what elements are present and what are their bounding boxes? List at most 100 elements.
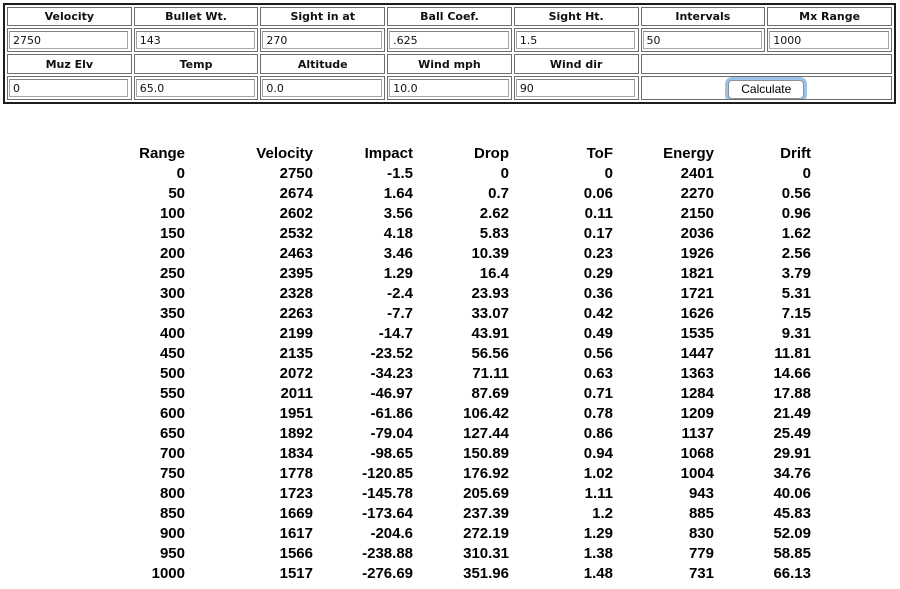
table-cell: 34.76 — [773, 465, 811, 482]
table-cell: -173.64 — [362, 505, 413, 522]
table-cell: 25.49 — [773, 425, 811, 442]
table-cell: -276.69 — [362, 565, 413, 582]
sight-ht-input[interactable] — [515, 31, 636, 49]
table-cell: 2.62 — [479, 205, 509, 222]
table-cell: 1209 — [680, 405, 714, 422]
field-label-sight-ht: Sight Ht. — [513, 7, 639, 26]
field-label-velocity: Velocity — [7, 7, 132, 26]
field-label-bullet-wt: Bullet Wt. — [133, 7, 259, 26]
table-cell: 150 — [159, 225, 185, 242]
table-cell: 200 — [159, 245, 185, 262]
table-row: 1000 1517 -276.69 351.96 1.48 731 66.13 — [97, 564, 811, 584]
calculate-button[interactable]: Calculate — [728, 79, 805, 99]
table-cell: 885 — [688, 505, 714, 522]
form-input-row-1 — [7, 28, 892, 52]
table-cell: 150.89 — [463, 445, 509, 462]
table-cell: 1.48 — [583, 565, 613, 582]
table-row: 450 2135 -23.52 56.56 0.56 1447 11.81 — [97, 344, 811, 364]
table-cell: 0.63 — [583, 365, 613, 382]
table-cell: 45.83 — [773, 505, 811, 522]
table-cell: 1137 — [681, 425, 714, 442]
table-cell: 500 — [159, 365, 185, 382]
form-label-row-2: Muz Elv Temp Altitude Wind mph Wind dir — [7, 54, 892, 74]
table-row: 900 1617 -204.6 272.19 1.29 830 52.09 — [97, 524, 811, 544]
field-label-wind-dir: Wind dir — [513, 54, 639, 74]
wind-dir-input[interactable] — [515, 79, 636, 97]
table-cell: 2150 — [680, 205, 714, 222]
table-cell: 1068 — [680, 445, 714, 462]
table-row: 350 2263 -7.7 33.07 0.42 1626 7.15 — [97, 304, 811, 324]
table-cell: 450 — [159, 345, 185, 362]
table-cell: 1723 — [279, 485, 313, 502]
altitude-input[interactable] — [262, 79, 382, 97]
table-cell: -7.7 — [387, 305, 413, 322]
field-label-mx-range: Mx Range — [767, 7, 892, 26]
table-cell: -23.52 — [370, 345, 413, 362]
table-cell: -79.04 — [370, 425, 413, 442]
intervals-input[interactable] — [642, 31, 762, 49]
table-cell: 2.56 — [781, 245, 811, 262]
table-cell: 43.91 — [471, 325, 509, 342]
table-row: 950 1566 -238.88 310.31 1.38 779 58.85 — [97, 544, 811, 564]
table-cell: 0.96 — [781, 205, 811, 222]
form-label-row-1: Velocity Bullet Wt. Sight in at Ball Coe… — [7, 7, 892, 26]
table-row: 600 1951 -61.86 106.42 0.78 1209 21.49 — [97, 404, 811, 424]
table-cell: 2270 — [680, 185, 714, 202]
form-empty-cell — [640, 54, 892, 74]
table-cell: 0.42 — [583, 305, 613, 322]
table-row: 150 2532 4.18 5.83 0.17 2036 1.62 — [97, 224, 811, 244]
table-cell: 0.17 — [583, 225, 613, 242]
bullet-wt-input[interactable] — [135, 31, 256, 49]
field-label-altitude: Altitude — [260, 54, 386, 74]
field-label-wind-mph: Wind mph — [387, 54, 512, 74]
table-cell: 33.07 — [471, 305, 509, 322]
table-cell: 0 — [500, 165, 509, 182]
table-cell: 3.56 — [383, 205, 413, 222]
table-cell: 0.23 — [583, 245, 613, 262]
table-cell: 1.64 — [383, 185, 413, 202]
table-cell: 0.11 — [584, 205, 613, 222]
table-row: 550 2011 -46.97 87.69 0.71 1284 17.88 — [97, 384, 811, 404]
sight-in-at-input[interactable] — [262, 31, 382, 49]
mx-range-input[interactable] — [769, 31, 889, 49]
table-cell: 2401 — [680, 165, 714, 182]
table-cell: 2750 — [279, 165, 313, 182]
table-row: 750 1778 -120.85 176.92 1.02 1004 34.76 — [97, 464, 811, 484]
table-cell: 0 — [176, 165, 185, 182]
field-label-intervals: Intervals — [640, 7, 766, 26]
table-cell: 1284 — [680, 385, 714, 402]
table-cell: 29.91 — [773, 445, 811, 462]
table-cell: 300 — [159, 285, 185, 302]
table-cell: 0 — [802, 165, 811, 182]
ball-coef-input[interactable] — [389, 31, 509, 49]
table-cell: 2263 — [279, 305, 313, 322]
table-cell: 16.4 — [479, 265, 509, 282]
table-cell: -34.23 — [370, 365, 413, 382]
table-cell: 5.31 — [781, 285, 811, 302]
wind-mph-input[interactable] — [389, 79, 509, 97]
table-cell: 2674 — [279, 185, 313, 202]
table-cell: 1.62 — [781, 225, 811, 242]
table-cell: 351.96 — [463, 565, 509, 582]
temp-input[interactable] — [135, 79, 256, 97]
table-cell: 600 — [159, 405, 185, 422]
table-cell: 0.78 — [583, 405, 613, 422]
table-row: 0 2750 -1.5 0 0 2401 0 — [97, 164, 811, 184]
table-cell: 10.39 — [471, 245, 509, 262]
table-cell: 1951 — [279, 405, 313, 422]
table-cell: 400 — [159, 325, 185, 342]
table-cell: 100 — [159, 205, 185, 222]
table-cell: 2199 — [279, 325, 313, 342]
table-cell: 250 — [159, 265, 185, 282]
table-cell: 1000 — [151, 565, 185, 582]
form-input-row-2: Calculate — [7, 76, 892, 100]
table-cell: 779 — [688, 545, 714, 562]
table-cell: 3.46 — [383, 245, 413, 262]
table-cell: 943 — [688, 485, 714, 502]
table-cell: 2602 — [279, 205, 313, 222]
velocity-input[interactable] — [9, 31, 129, 49]
muz-elv-input[interactable] — [9, 79, 129, 97]
table-cell: 106.42 — [463, 405, 509, 422]
table-cell: 272.19 — [463, 525, 509, 542]
table-cell: 14.66 — [773, 365, 811, 382]
